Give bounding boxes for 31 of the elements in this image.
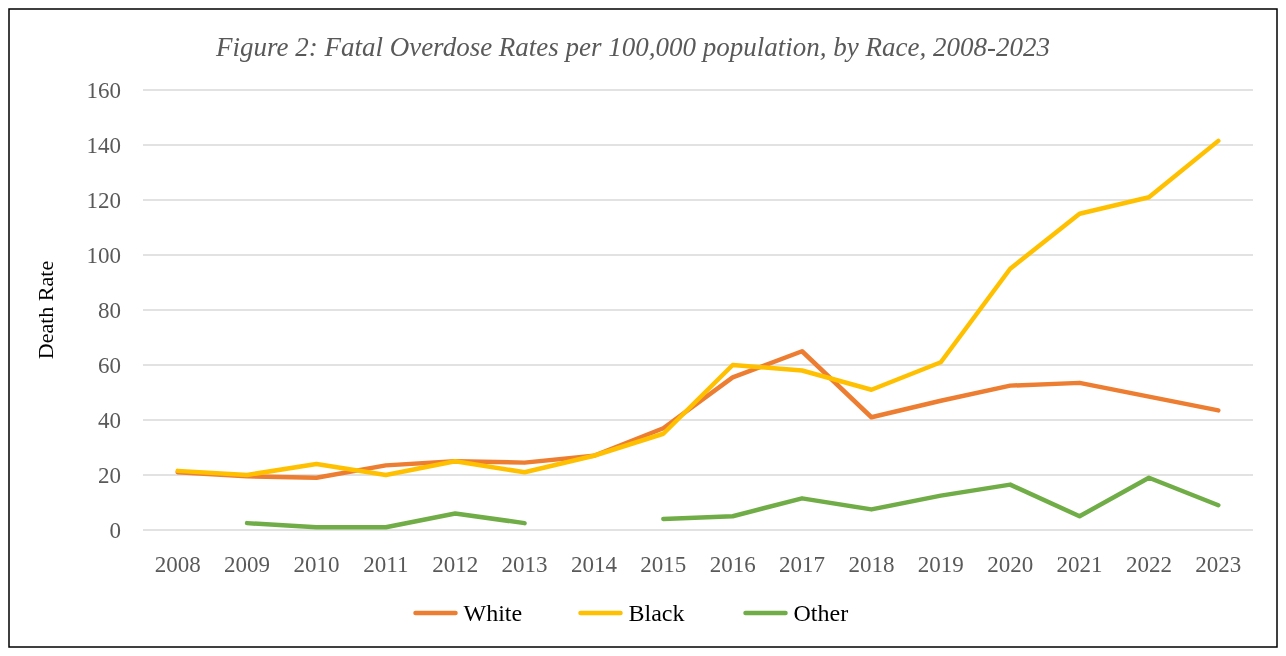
x-tick-label: 2012 [432, 552, 479, 577]
x-tick-label: 2010 [293, 552, 340, 577]
y-axis-title: Death Rate [33, 260, 58, 360]
y-tick-label: 140 [86, 133, 121, 159]
x-tick-label: 2014 [570, 552, 618, 577]
x-tick-label: 2021 [1056, 552, 1103, 577]
y-tick-label: 40 [98, 408, 121, 434]
x-tick-label: 2022 [1125, 552, 1172, 577]
legend-label: Black [628, 600, 685, 627]
x-tick-label: 2013 [501, 552, 548, 577]
x-tick-label: 2017 [779, 552, 826, 577]
x-tick-label: 2009 [224, 552, 271, 577]
y-tick-label: 160 [86, 78, 121, 104]
y-tick-label: 20 [98, 463, 121, 489]
y-tick-label: 0 [109, 518, 121, 544]
x-tick-label: 2018 [848, 552, 895, 577]
legend-label: White [463, 600, 523, 627]
x-tick-label: 2020 [987, 552, 1034, 577]
legend-label: Other [793, 600, 849, 627]
x-tick-label: 2023 [1195, 552, 1242, 577]
chart-title: Figure 2: Fatal Overdose Rates per 100,000 population, by Race, 2008-2023 [214, 32, 1051, 62]
y-tick-label: 60 [98, 353, 121, 379]
x-tick-label: 2019 [917, 552, 964, 577]
line-series [175, 138, 1221, 478]
x-tick-label: 2016 [709, 552, 756, 577]
y-tick-label: 120 [86, 188, 121, 214]
y-tick-label: 100 [86, 243, 121, 269]
x-tick-label: 2015 [640, 552, 687, 577]
x-tick-label: 2008 [154, 552, 201, 577]
y-tick-label: 80 [98, 298, 121, 324]
x-tick-label: 2011 [363, 552, 409, 577]
